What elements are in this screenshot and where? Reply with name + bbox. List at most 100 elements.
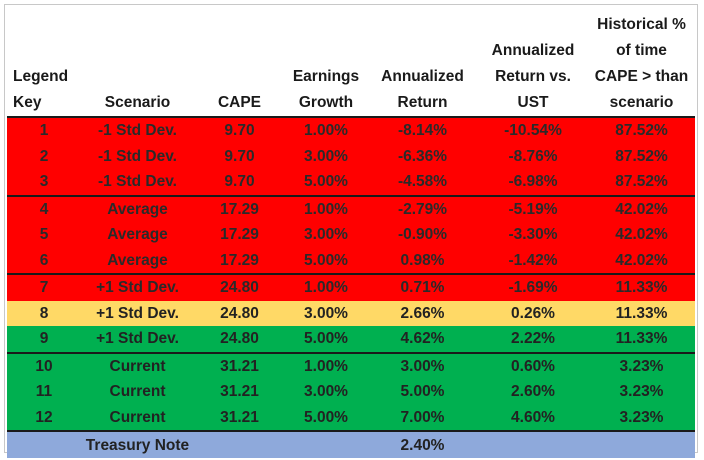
cell-annualized-return: 2.66% [367,300,478,326]
cell-return-vs-ust: -1.42% [478,247,588,274]
table-row: 10 Current 31.21 1.00% 3.00% 0.60% 3.23% [7,351,695,379]
table-row: 9 +1 Std Dev. 24.80 5.00% 4.62% 2.22% 11… [7,326,695,353]
cape-scenario-table: Legend Key Scenario CAPE Earnings Growth A… [7,5,695,458]
cell-legend-key: 3 [7,169,81,196]
cell-earnings-growth: 3.00% [285,300,367,326]
treasury-note-return: 2.40% [367,430,478,458]
cell-return-vs-ust: 4.60% [478,404,588,431]
cell-empty [478,430,588,458]
cell-return-vs-ust: -3.30% [478,222,588,248]
scenario-table-frame: Legend Key Scenario CAPE Earnings Growth A… [4,4,698,458]
cell-cape: 31.21 [194,351,285,379]
cell-scenario: Average [81,222,194,248]
cell-return-vs-ust: -1.69% [478,273,588,301]
cell-return-vs-ust: 0.60% [478,351,588,379]
cell-legend-key: 1 [7,116,81,144]
cell-historical-pct: 87.52% [588,143,695,169]
cell-scenario: +1 Std Dev. [81,273,194,301]
cell-return-vs-ust: -6.98% [478,169,588,196]
treasury-note-row: Treasury Note 2.40% [7,430,695,458]
table-row: 7 +1 Std Dev. 24.80 1.00% 0.71% -1.69% 1… [7,273,695,301]
cell-scenario: +1 Std Dev. [81,300,194,326]
cell-earnings-growth: 3.00% [285,222,367,248]
cell-annualized-return: -2.79% [367,194,478,222]
header-historical-pct: Historical % of time CAPE > than scenario [594,16,689,111]
cell-scenario: -1 Std Dev. [81,169,194,196]
cell-annualized-return: -4.58% [367,169,478,196]
cell-cape: 9.70 [194,169,285,196]
cell-earnings-growth: 1.00% [285,116,367,144]
cell-annualized-return: -6.36% [367,143,478,169]
cell-historical-pct: 42.02% [588,194,695,222]
cell-earnings-growth: 5.00% [285,404,367,431]
cell-earnings-growth: 1.00% [285,273,367,301]
cell-earnings-growth: 5.00% [285,326,367,353]
cell-scenario: Average [81,247,194,274]
cell-return-vs-ust: 2.60% [478,379,588,405]
cell-annualized-return: 3.00% [367,351,478,379]
cell-annualized-return: 7.00% [367,404,478,431]
cell-empty [285,430,367,458]
table-row: 12 Current 31.21 5.00% 7.00% 4.60% 3.23% [7,404,695,431]
treasury-note-label: Treasury Note [81,430,194,458]
cell-historical-pct: 11.33% [588,273,695,301]
cell-earnings-growth: 1.00% [285,351,367,379]
cell-scenario: Average [81,194,194,222]
table-row: 1 -1 Std Dev. 9.70 1.00% -8.14% -10.54% … [7,116,695,144]
cell-earnings-growth: 3.00% [285,143,367,169]
cell-legend-key: 8 [7,300,81,326]
header-earnings-growth: Earnings Growth [292,68,360,111]
header-return-vs-ust: Annualized Return vs. UST [491,42,575,111]
cell-legend-key: 11 [7,379,81,405]
cell-empty [588,430,695,458]
header-legend-key: Legend Key [13,68,69,111]
cell-cape: 24.80 [194,300,285,326]
cell-historical-pct: 87.52% [588,169,695,196]
cell-return-vs-ust: 2.22% [478,326,588,353]
header-cape: CAPE [217,94,262,111]
cell-cape: 24.80 [194,326,285,353]
cell-scenario: -1 Std Dev. [81,116,194,144]
cell-historical-pct: 11.33% [588,326,695,353]
table-row: 11 Current 31.21 3.00% 5.00% 2.60% 3.23% [7,379,695,405]
header-annualized-return: Annualized Return [381,68,464,111]
cell-earnings-growth: 3.00% [285,379,367,405]
cell-cape: 17.29 [194,247,285,274]
cell-historical-pct: 87.52% [588,116,695,144]
cell-annualized-return: 0.71% [367,273,478,301]
cell-cape: 17.29 [194,194,285,222]
cell-return-vs-ust: 0.26% [478,300,588,326]
cell-legend-key: 2 [7,143,81,169]
cell-legend-key: 4 [7,194,81,222]
cell-earnings-growth: 5.00% [285,247,367,274]
cell-cape: 24.80 [194,273,285,301]
table-row: 4 Average 17.29 1.00% -2.79% -5.19% 42.0… [7,194,695,222]
cell-annualized-return: 4.62% [367,326,478,353]
cell-historical-pct: 42.02% [588,247,695,274]
cell-annualized-return: -8.14% [367,116,478,144]
cell-historical-pct: 3.23% [588,379,695,405]
cell-cape: 31.21 [194,379,285,405]
cell-scenario: Current [81,379,194,405]
cell-legend-key: 6 [7,247,81,274]
cell-earnings-growth: 5.00% [285,169,367,196]
header-scenario: Scenario [104,94,171,111]
cell-annualized-return: 0.98% [367,247,478,274]
cell-return-vs-ust: -8.76% [478,143,588,169]
cell-historical-pct: 3.23% [588,404,695,431]
cell-cape: 31.21 [194,404,285,431]
cell-return-vs-ust: -5.19% [478,194,588,222]
cell-cape: 9.70 [194,143,285,169]
cell-legend-key: 7 [7,273,81,301]
cell-scenario: Current [81,404,194,431]
header-row: Legend Key Scenario CAPE Earnings Growth A… [7,5,695,117]
cell-legend-key: 5 [7,222,81,248]
cell-legend-key: 12 [7,404,81,431]
cell-historical-pct: 42.02% [588,222,695,248]
cell-cape: 17.29 [194,222,285,248]
table-row: 8 +1 Std Dev. 24.80 3.00% 2.66% 0.26% 11… [7,300,695,326]
cell-historical-pct: 11.33% [588,300,695,326]
cell-legend-key: 9 [7,326,81,353]
cell-historical-pct: 3.23% [588,351,695,379]
cell-earnings-growth: 1.00% [285,194,367,222]
